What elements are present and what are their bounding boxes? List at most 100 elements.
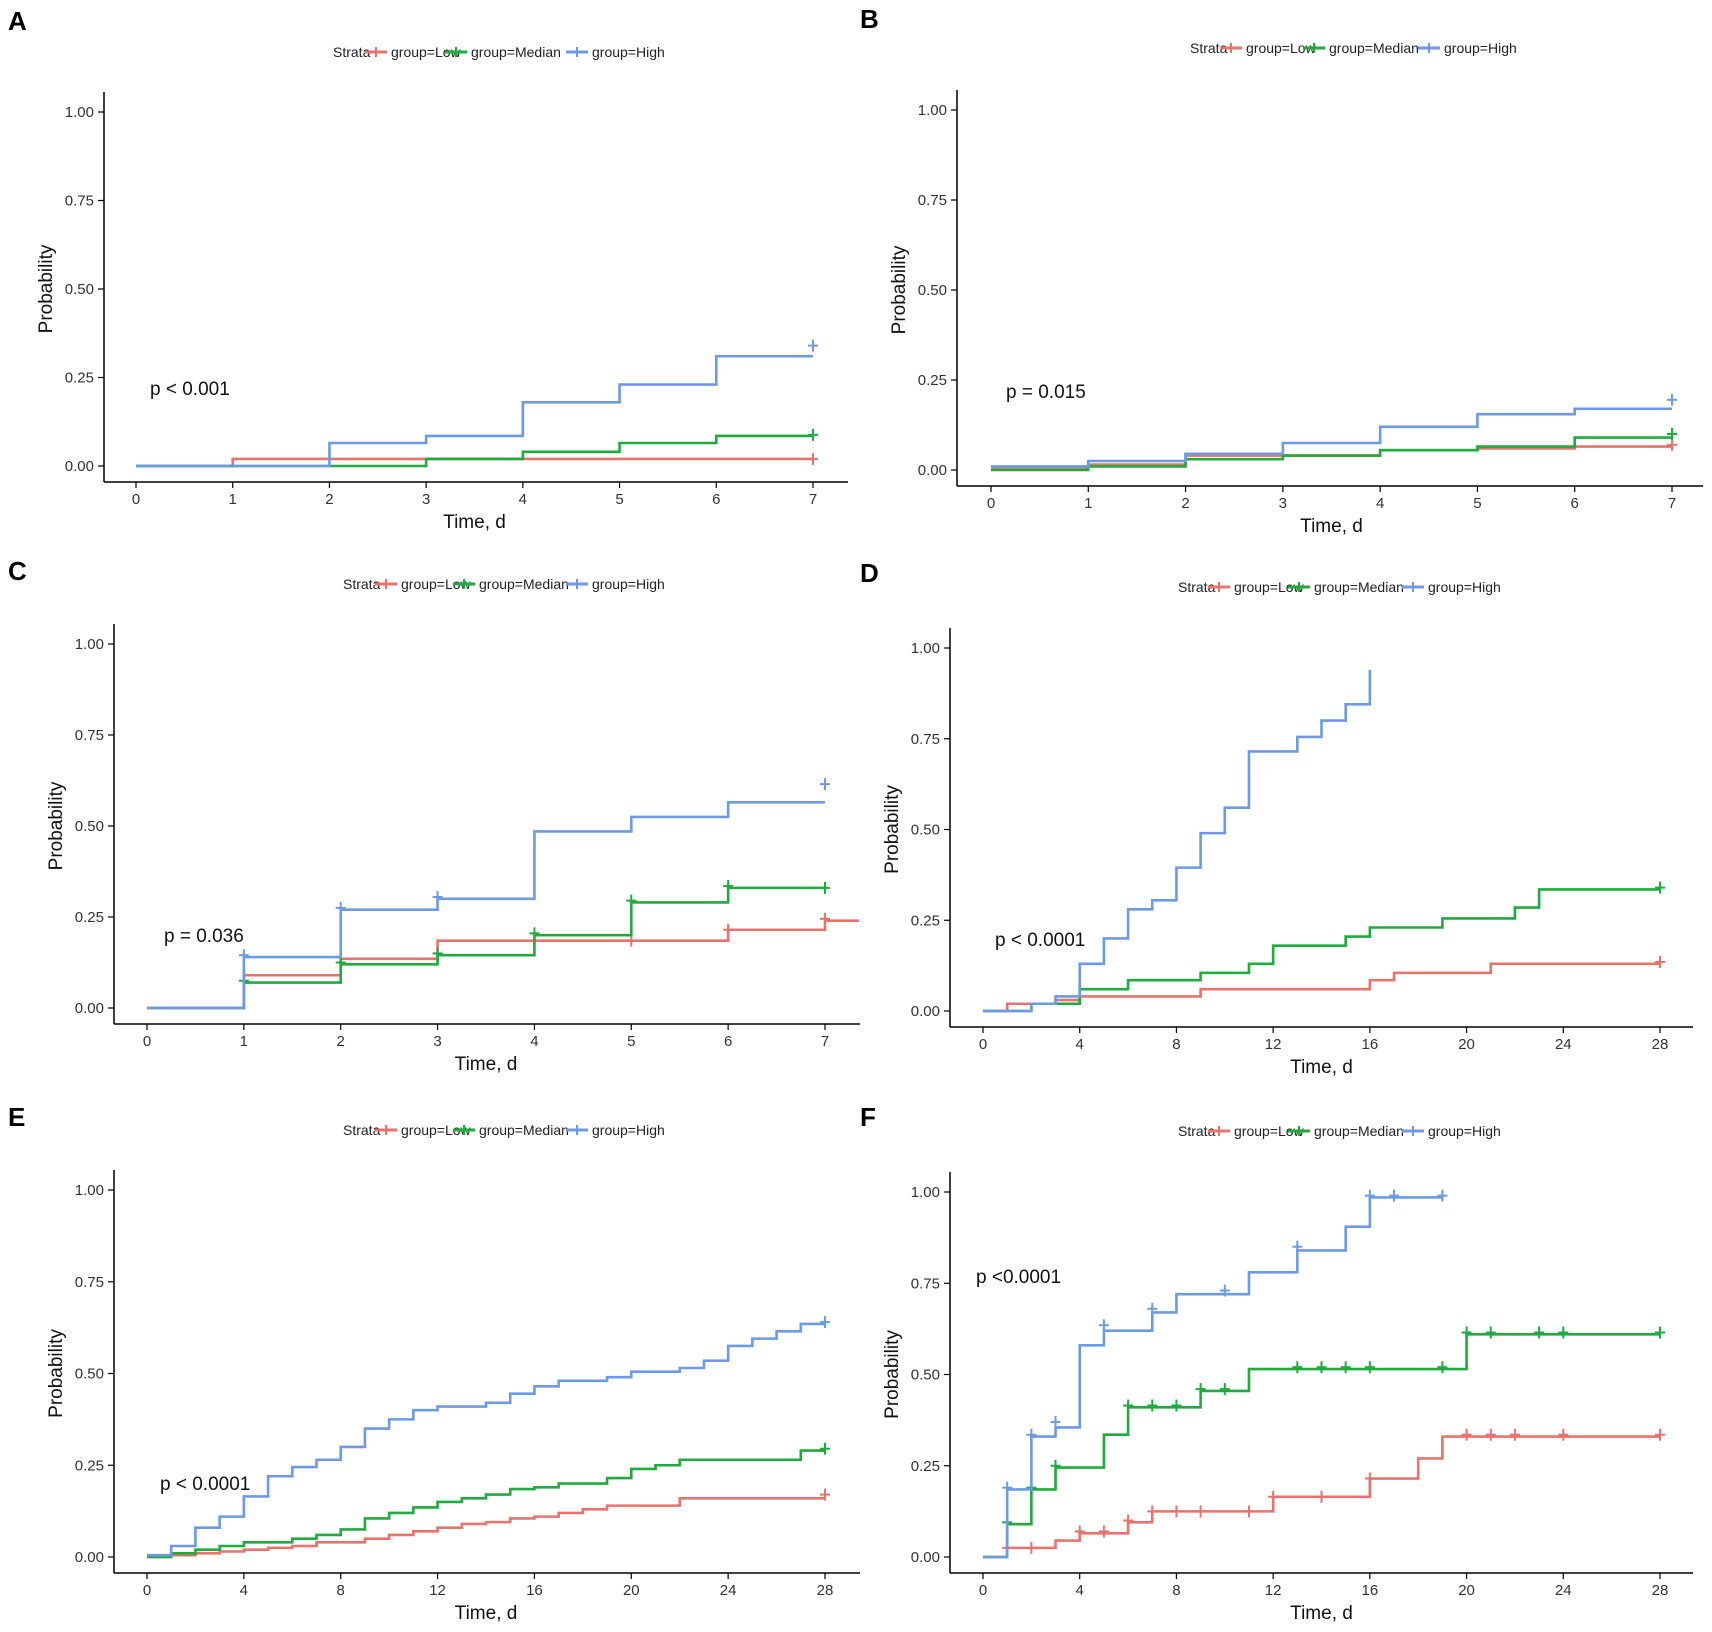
legend-title: Strata — [1178, 579, 1216, 595]
x-tick-label: 24 — [1555, 1036, 1572, 1053]
x-tick-label: 6 — [712, 491, 720, 508]
x-tick-label: 0 — [979, 1036, 987, 1053]
legend-title: Strata — [343, 576, 381, 592]
x-axis-title: Time, d — [1290, 1057, 1353, 1078]
x-tick-label: 7 — [1668, 495, 1676, 512]
x-tick-label: 1 — [240, 1033, 248, 1050]
x-tick-label: 1 — [229, 491, 237, 508]
step-curve-high — [983, 1196, 1443, 1559]
series-median — [147, 880, 830, 1010]
x-axis-title: Time, d — [443, 512, 506, 533]
x-tick-label: 28 — [1652, 1582, 1669, 1599]
step-curve-high — [147, 1322, 827, 1557]
series-high — [147, 1316, 830, 1557]
legend-label-high: group=High — [1444, 40, 1517, 56]
x-tick-label: 12 — [1265, 1582, 1282, 1599]
legend-label-low: group=Low — [401, 576, 472, 592]
y-tick-label: 0.25 — [75, 1457, 104, 1474]
step-curve-low — [147, 919, 859, 1010]
x-tick-label: 8 — [1172, 1036, 1180, 1053]
series-low — [983, 1428, 1665, 1559]
y-axis-title: Probability — [882, 785, 903, 874]
x-tick-label: 2 — [325, 491, 333, 508]
x-tick-label: 6 — [724, 1033, 732, 1050]
y-tick-label: 0.25 — [65, 370, 94, 387]
y-axis-title: Probability — [46, 781, 67, 870]
legend-label-median: group=Median — [471, 44, 561, 60]
x-tick-label: 12 — [1265, 1036, 1282, 1053]
x-tick-label: 20 — [1458, 1582, 1475, 1599]
x-axis-title: Time, d — [1290, 1603, 1353, 1624]
y-tick-label: 0.25 — [911, 1458, 940, 1475]
legend-label-high: group=High — [592, 44, 665, 60]
x-tick-label: 7 — [821, 1033, 829, 1050]
legend: Strata group=Low group=Median group=High — [343, 1122, 665, 1138]
step-curve-high — [983, 669, 1372, 1013]
x-tick-label: 3 — [422, 491, 430, 508]
x-tick-label: 28 — [1652, 1036, 1669, 1053]
y-tick-label: 0.25 — [918, 372, 947, 389]
y-axis-title: Probability — [46, 1329, 67, 1418]
y-tick-label: 0.50 — [75, 1366, 104, 1383]
y-tick-label: 0.25 — [911, 912, 940, 929]
x-axis-title: Time, d — [1300, 516, 1363, 537]
step-curve-median — [147, 1449, 825, 1559]
series-median — [983, 1326, 1665, 1559]
x-tick-label: 2 — [1181, 495, 1189, 512]
y-tick-label: 1.00 — [75, 636, 104, 653]
x-tick-label: 5 — [627, 1033, 635, 1050]
x-tick-label: 4 — [1076, 1036, 1084, 1053]
legend-label-low: group=Low — [1234, 1123, 1305, 1139]
x-tick-label: 28 — [817, 1582, 834, 1599]
panel-d: D Strata group=Low group=Median group=High 0.… — [860, 558, 1693, 1078]
y-tick-label: 0.75 — [65, 193, 94, 210]
x-tick-label: 20 — [1458, 1036, 1475, 1053]
legend: Strata group=Low group=Median group=High — [343, 576, 665, 592]
x-tick-label: 0 — [143, 1582, 151, 1599]
series-high — [147, 778, 830, 1010]
p-value-annotation: p < 0.0001 — [995, 930, 1085, 951]
series-high — [983, 1189, 1448, 1559]
y-tick-label: 1.00 — [75, 1182, 104, 1199]
legend-label-high: group=High — [1428, 579, 1501, 595]
y-tick-label: 0.00 — [911, 1549, 940, 1566]
step-curve-median — [983, 1333, 1660, 1559]
y-tick-label: 1.00 — [918, 102, 947, 119]
y-tick-label: 0.75 — [75, 727, 104, 744]
legend-title: Strata — [1190, 40, 1228, 56]
y-tick-label: 0.75 — [918, 192, 947, 209]
step-curve-high — [136, 354, 813, 468]
x-tick-label: 5 — [1473, 495, 1481, 512]
legend-label-median: group=Median — [479, 576, 569, 592]
series-high — [983, 669, 1372, 1013]
panel-c: C Strata group=Low group=Median group=High 0.… — [8, 556, 860, 1075]
x-tick-label: 16 — [1362, 1582, 1379, 1599]
step-curve-median — [991, 436, 1672, 472]
x-tick-label: 4 — [519, 491, 527, 508]
x-tick-label: 7 — [809, 491, 817, 508]
panel-b: B Strata group=Low group=Median group=High 0.… — [860, 4, 1703, 537]
legend-title: Strata — [333, 44, 371, 60]
legend-label-low: group=Low — [391, 44, 462, 60]
y-tick-label: 0.00 — [75, 1000, 104, 1017]
y-tick-label: 1.00 — [911, 640, 940, 657]
series-median — [136, 428, 818, 468]
y-tick-label: 0.00 — [911, 1003, 940, 1020]
x-tick-label: 4 — [1076, 1582, 1084, 1599]
y-tick-label: 0.75 — [911, 731, 940, 748]
panel-e: E Strata group=Low group=Median group=High 0.… — [8, 1102, 860, 1624]
x-tick-label: 6 — [1571, 495, 1579, 512]
series-median — [991, 428, 1677, 472]
x-tick-label: 16 — [526, 1582, 543, 1599]
legend: Strata group=Low group=Median group=High — [333, 44, 665, 60]
legend-title: Strata — [343, 1122, 381, 1138]
x-tick-label: 8 — [337, 1582, 345, 1599]
legend-title: Strata — [1178, 1123, 1216, 1139]
p-value-annotation: p = 0.015 — [1006, 382, 1086, 403]
x-tick-label: 2 — [337, 1033, 345, 1050]
x-tick-label: 0 — [143, 1033, 151, 1050]
panel-letter: F — [860, 1102, 876, 1132]
p-value-annotation: p = 0.036 — [164, 926, 244, 947]
x-tick-label: 16 — [1362, 1036, 1379, 1053]
